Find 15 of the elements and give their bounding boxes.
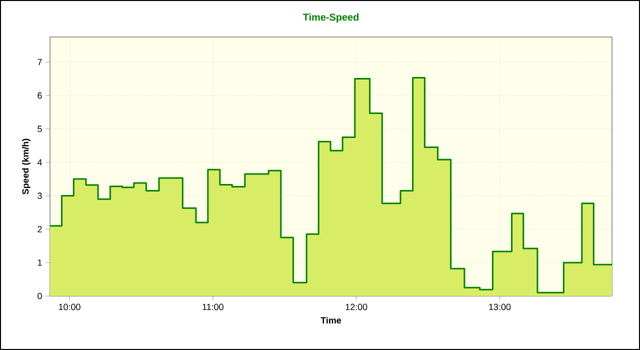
x-tick-label: 10:00 <box>58 304 80 310</box>
y-tick-label: 0 <box>38 292 42 300</box>
y-tick-label: 7 <box>38 58 42 66</box>
y-tick-label: 3 <box>38 192 42 199</box>
y-tick-label: 2 <box>38 226 42 232</box>
y-axis-title: Speed (km/h) <box>22 138 30 194</box>
x-tick-label: 12:00 <box>346 304 368 310</box>
x-tick-label: 13:00 <box>489 304 511 310</box>
y-tick-label: 5 <box>38 126 42 132</box>
y-tick-label: 4 <box>37 159 42 166</box>
x-tick-label: 11:00 <box>202 304 224 310</box>
y-tick-label: 1 <box>38 259 42 266</box>
x-axis-title: Time <box>320 316 342 324</box>
y-tick-label: 6 <box>38 92 42 99</box>
chart-title: Time-Speed <box>302 13 358 23</box>
